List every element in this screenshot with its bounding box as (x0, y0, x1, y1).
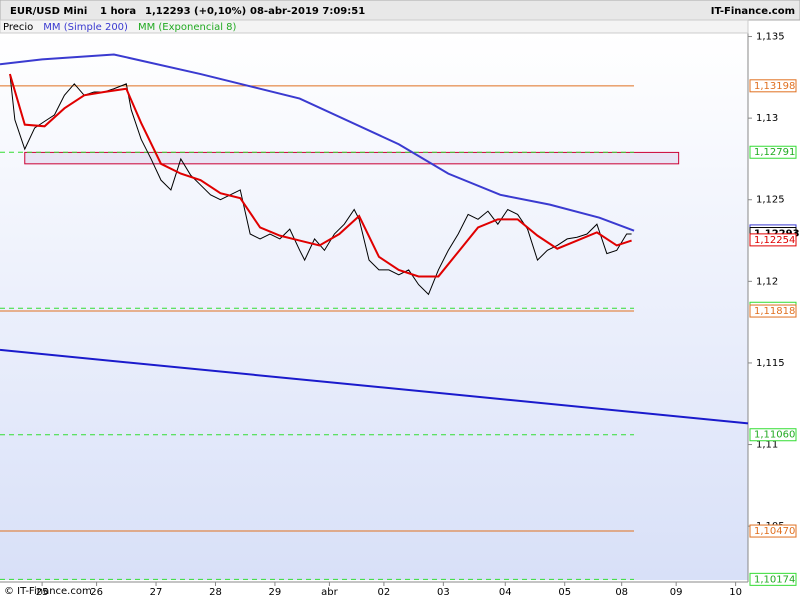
legend: Precio MM (Simple 200) MM (Exponencial 8) (0, 19, 749, 34)
x-tick-label: 10 (729, 587, 742, 598)
copyright: © IT-Finance.com (4, 586, 92, 597)
x-tick-label: 05 (558, 587, 571, 598)
series-line (8, 73, 632, 278)
level-label: 1,10470 (754, 526, 795, 537)
price-tag-label: 1,12254 (754, 235, 795, 246)
level-tag (749, 79, 797, 93)
y-tick-label: 1,12 (756, 276, 778, 287)
x-tick-label: 29 (269, 587, 282, 598)
x-tick-label: 27 (150, 587, 163, 598)
trendline (0, 348, 749, 425)
level-label: 1,12791 (754, 147, 795, 158)
x-tick-label: 09 (670, 587, 683, 598)
level-tag (749, 524, 797, 538)
x-tick-label: 26 (90, 587, 103, 598)
source: IT-Finance.com (711, 6, 795, 17)
level-label: 1,13198 (754, 81, 795, 92)
y-tick-label: 1,115 (756, 358, 785, 369)
datetime: 08-abr-2019 7:09:51 (250, 6, 365, 17)
x-tick-label: 28 (209, 587, 222, 598)
series-line (0, 53, 635, 232)
interval: 1 hora (100, 6, 136, 17)
level-tag (749, 145, 797, 159)
legend-entry: MM (Simple 200) (43, 22, 128, 33)
level-label: 1,10174 (754, 574, 795, 585)
x-tick-label: abr (321, 587, 338, 598)
legend-entry: Precio (3, 22, 33, 33)
x-tick-label: 08 (615, 587, 628, 598)
y-tick-label: 1,13 (756, 113, 778, 124)
price-tag (749, 233, 797, 247)
legend-entry: MM (Exponencial 8) (138, 22, 237, 33)
x-tick-label: 03 (437, 587, 450, 598)
level-label: 1,11818 (754, 306, 795, 317)
x-tick-label: 25 (36, 587, 49, 598)
y-tick-label: 1,125 (756, 195, 785, 206)
legend-bg (0, 19, 749, 34)
chart-title: EUR/USD Mini (10, 6, 87, 17)
zone (24, 151, 680, 165)
level-tag (749, 572, 797, 586)
y-tick-label: 1,135 (756, 32, 785, 43)
last-quote: 1,12293 (+0,10%) (145, 6, 246, 17)
level-tag (749, 304, 797, 318)
level-tag (749, 428, 797, 442)
series-line (9, 74, 632, 296)
y-tick-label: 1,11 (756, 440, 778, 451)
x-tick-label: 04 (499, 587, 512, 598)
plot-area (0, 33, 748, 580)
x-tick-label: 02 (378, 587, 391, 598)
level-label: 1,11060 (754, 430, 795, 441)
